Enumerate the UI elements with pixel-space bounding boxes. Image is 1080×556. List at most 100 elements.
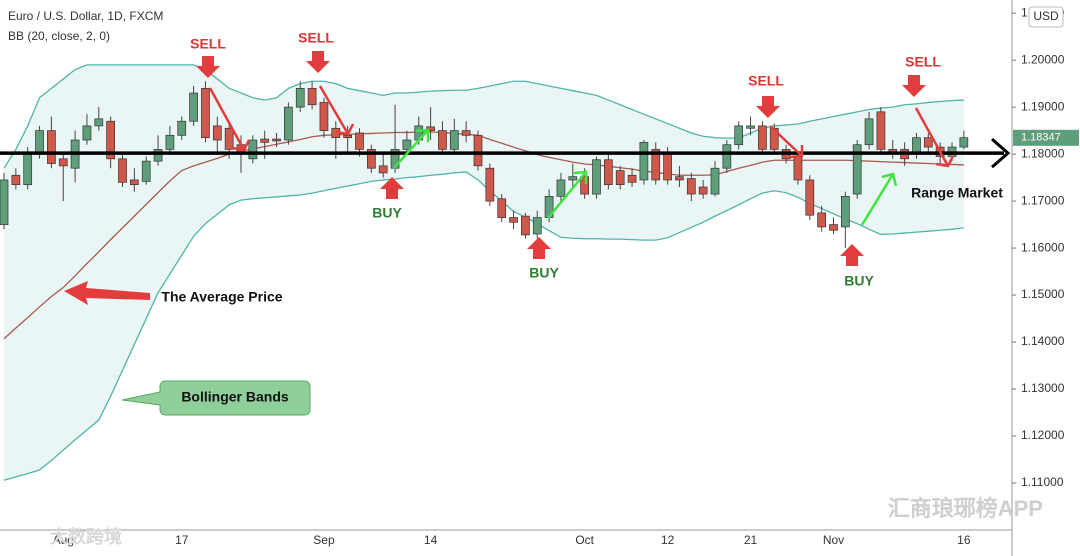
candle-body	[284, 106, 293, 141]
trend-arrow	[318, 85, 350, 135]
up-trend-arrows	[393, 128, 898, 226]
trend-arrow-head	[789, 145, 804, 159]
candle-body	[153, 149, 163, 162]
trend-arrow	[769, 125, 803, 157]
candle-body	[367, 149, 376, 169]
candle-body	[734, 125, 744, 146]
candle-body	[141, 160, 151, 182]
annotation: The Average Price	[161, 289, 282, 305]
candle-body	[959, 137, 969, 148]
candle-body	[35, 130, 44, 155]
candle-body	[355, 132, 364, 150]
candle-body	[923, 137, 933, 148]
sell-marker	[902, 75, 926, 97]
candle-body	[224, 127, 234, 150]
range-arrow-head	[991, 138, 1011, 169]
plot-area	[0, 64, 1011, 481]
candle-body	[319, 102, 329, 131]
candle-body	[592, 159, 601, 195]
candle-body	[829, 224, 838, 231]
candle-body	[165, 134, 175, 150]
y-tick-label: 1.15000	[1021, 287, 1065, 301]
candle-body	[343, 134, 352, 139]
candle-body	[615, 170, 625, 186]
buy-marker	[527, 237, 551, 259]
candle-body	[864, 118, 874, 146]
y-tick-label: 1.20000	[1021, 52, 1065, 66]
candle-body	[556, 179, 566, 197]
candle-body	[82, 125, 92, 141]
candle-body	[201, 87, 210, 139]
trend-arrow-head	[415, 128, 430, 142]
candle-body	[568, 176, 578, 181]
indicator-label: BB (20, close, 2, 0)	[8, 29, 110, 43]
candle-body	[272, 138, 281, 142]
candle-body	[746, 125, 755, 129]
trend-arrow	[860, 173, 895, 226]
candle-body	[189, 92, 198, 122]
candle-body	[509, 217, 518, 223]
candle-body	[118, 158, 127, 183]
trend-arrow	[914, 107, 950, 167]
buy-marker	[840, 244, 864, 266]
candle-body	[710, 167, 720, 195]
y-tick-label: 1.18000	[1021, 146, 1065, 160]
trend-arrow	[393, 129, 429, 169]
average-price-pointer	[64, 281, 150, 305]
annotation: SELL	[298, 30, 334, 46]
candle-body	[663, 153, 672, 181]
x-tick-label: 16	[957, 533, 971, 547]
candle-body	[497, 198, 507, 218]
candle-body	[532, 217, 542, 235]
candle-body	[130, 179, 139, 186]
annotation: SELL	[190, 36, 226, 52]
trend-arrow-head	[573, 170, 588, 184]
buy-marker	[380, 177, 404, 199]
trend-arrow-head	[231, 139, 251, 152]
trend-arrow-head	[335, 123, 355, 136]
candle-body	[651, 149, 661, 181]
annotation: Range Market	[911, 185, 1003, 201]
candle-body	[840, 196, 850, 228]
candle-body	[805, 179, 815, 216]
trend-arrow-head	[881, 172, 898, 187]
y-tick-label: 1.12000	[1021, 428, 1065, 442]
x-tick-label: Nov	[823, 533, 844, 547]
candle-body	[580, 176, 590, 195]
candle-body	[722, 144, 732, 169]
candle-body	[378, 165, 388, 174]
candle-body	[817, 212, 827, 228]
candle-body	[23, 153, 33, 186]
middle-band	[3, 131, 964, 340]
candle-body	[793, 156, 803, 181]
annotation: BUY	[372, 205, 402, 221]
x-tick-label: 12	[661, 533, 675, 547]
candle-body	[686, 178, 696, 195]
candle-body	[94, 118, 104, 127]
annotation-layer: SELL SELL SELL SELL BUY BUY BUY The Average Pri…	[64, 30, 1003, 416]
sell-marker	[756, 96, 780, 118]
sell-marker	[306, 51, 330, 73]
chart-title: Euro / U.S. Dollar, 1D, FXCM	[8, 9, 163, 23]
bollinger-callout	[121, 380, 311, 416]
x-tick-label: 21	[744, 533, 758, 547]
trend-arrow-head	[935, 155, 955, 168]
currency-label: USD	[1033, 9, 1059, 23]
currency-box	[1028, 6, 1064, 28]
candle-body	[627, 174, 637, 183]
trend-arrow	[547, 171, 587, 219]
x-tick-label: Sep	[313, 533, 335, 547]
annotation: BUY	[844, 273, 874, 289]
candle-body	[852, 144, 862, 195]
upper-band	[3, 64, 964, 169]
annotation: SELL	[748, 73, 784, 89]
candle-body	[461, 130, 471, 136]
annotation: Bollinger Bands	[181, 389, 289, 405]
y-tick-label: 1.11000	[1021, 475, 1064, 489]
y-tick-label: 1.13000	[1021, 381, 1065, 395]
candle-body	[639, 142, 649, 181]
y-tick-label: 1.19000	[1021, 99, 1065, 113]
candle-body	[698, 186, 708, 195]
candle-body	[307, 87, 317, 106]
